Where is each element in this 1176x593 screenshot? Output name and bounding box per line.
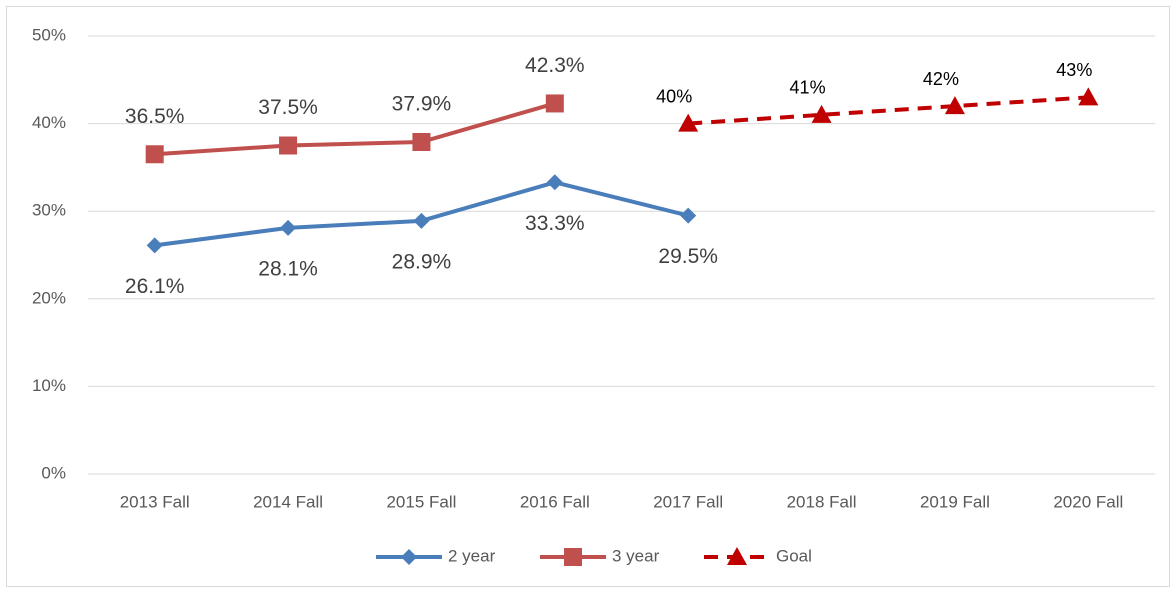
data-label: 28.1%: [258, 257, 318, 280]
x-tick-label: 2017 Fall: [653, 492, 723, 511]
marker: [811, 104, 832, 123]
y-tick-label: 10%: [32, 376, 66, 395]
y-tick-label: 40%: [32, 113, 66, 132]
x-tick-label: 2015 Fall: [386, 492, 456, 511]
marker: [680, 207, 697, 224]
x-tick-label: 2019 Fall: [920, 492, 990, 511]
legend-item: Goal: [704, 546, 812, 565]
marker: [280, 219, 297, 236]
x-tick-label: 2018 Fall: [787, 492, 857, 511]
marker: [413, 212, 430, 229]
y-tick-label: 50%: [32, 25, 66, 44]
legend-item: 2 year: [376, 546, 496, 565]
legend-marker: [727, 547, 747, 565]
x-tick-label: 2020 Fall: [1053, 492, 1123, 511]
y-tick-label: 0%: [41, 463, 66, 482]
data-label: 28.9%: [392, 250, 452, 273]
y-tick-label: 20%: [32, 288, 66, 307]
data-label: 37.9%: [392, 93, 452, 116]
data-label: 26.1%: [125, 275, 185, 298]
marker: [546, 174, 563, 191]
marker: [145, 145, 164, 164]
marker: [1078, 87, 1099, 106]
legend-item: 3 year: [540, 546, 660, 566]
legend-marker: [564, 548, 582, 566]
data-label: 42%: [923, 69, 959, 89]
x-tick-label: 2014 Fall: [253, 492, 323, 511]
series-line: [688, 95, 1089, 126]
chart-border: [6, 6, 1170, 587]
data-label: 37.5%: [258, 96, 318, 119]
x-tick-label: 2016 Fall: [520, 492, 590, 511]
y-tick-label: 30%: [32, 201, 66, 220]
data-label: 41%: [790, 78, 826, 98]
series-line: [154, 101, 556, 157]
data-label: 29.5%: [658, 245, 718, 268]
data-label: 36.5%: [125, 105, 185, 128]
marker: [412, 132, 431, 151]
marker: [146, 237, 163, 254]
marker: [279, 136, 298, 155]
data-label: 42.3%: [525, 54, 585, 77]
data-label: 33.3%: [525, 212, 585, 235]
legend-marker: [401, 549, 417, 565]
marker: [678, 113, 699, 132]
legend-label: Goal: [776, 546, 812, 565]
data-label: 43%: [1056, 60, 1092, 80]
x-tick-label: 2013 Fall: [120, 492, 190, 511]
data-label: 40%: [656, 86, 692, 106]
legend-label: 2 year: [448, 546, 496, 565]
legend-label: 3 year: [612, 546, 660, 565]
marker: [944, 96, 965, 115]
marker: [545, 94, 564, 113]
